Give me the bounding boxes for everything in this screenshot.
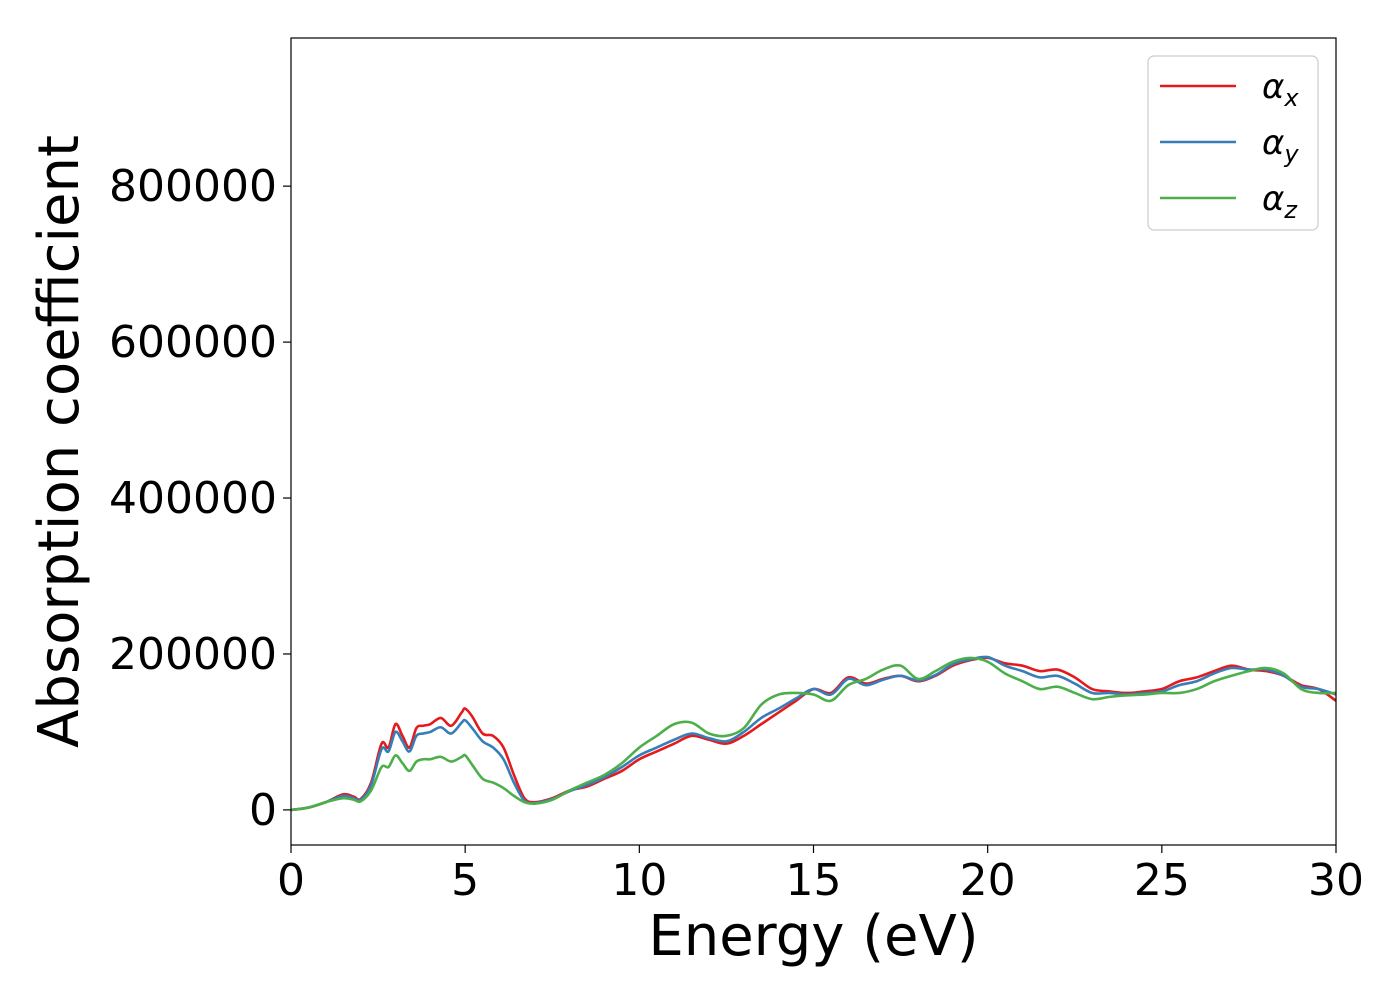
legend-item-alpha-x: αx: [1160, 67, 1299, 112]
x-tick-label: 10: [611, 855, 667, 906]
legend-item-alpha-z: αz: [1160, 179, 1298, 224]
x-tick-label: 5: [451, 855, 479, 906]
legend-item-alpha-y: αy: [1160, 123, 1299, 168]
legend-label: αz: [1262, 179, 1298, 224]
x-tick-label: 20: [960, 855, 1016, 906]
x-tick-label: 25: [1134, 855, 1190, 906]
series-line-alpha-y: [290, 655, 1337, 812]
x-tick-label: 0: [277, 855, 305, 906]
legend-label: αx: [1262, 67, 1299, 112]
legend-items: αx αy αz: [1160, 67, 1299, 224]
y-tick-label: 600000: [109, 317, 277, 368]
legend-label: αy: [1262, 123, 1299, 168]
series-line-alpha-x: [290, 656, 1337, 812]
y-tick-label: 800000: [109, 161, 277, 212]
x-axis-title: Energy (eV): [648, 904, 978, 969]
y-tick-label: 400000: [109, 473, 277, 524]
y-axis-ticks: 0 200000 400000 600000 800000: [109, 161, 291, 836]
series-line-alpha-z: [290, 656, 1337, 812]
y-tick-label: 200000: [109, 629, 277, 680]
y-axis-title: Absorption coefficient: [27, 135, 92, 748]
x-tick-label: 30: [1308, 855, 1364, 906]
x-tick-label: 15: [786, 855, 842, 906]
y-tick-label: 0: [249, 785, 277, 836]
legend: αx αy αz: [1147, 55, 1319, 231]
x-axis-ticks: 0 5 10 15 20 25 30: [277, 845, 1364, 906]
series-layer: [290, 655, 1337, 812]
